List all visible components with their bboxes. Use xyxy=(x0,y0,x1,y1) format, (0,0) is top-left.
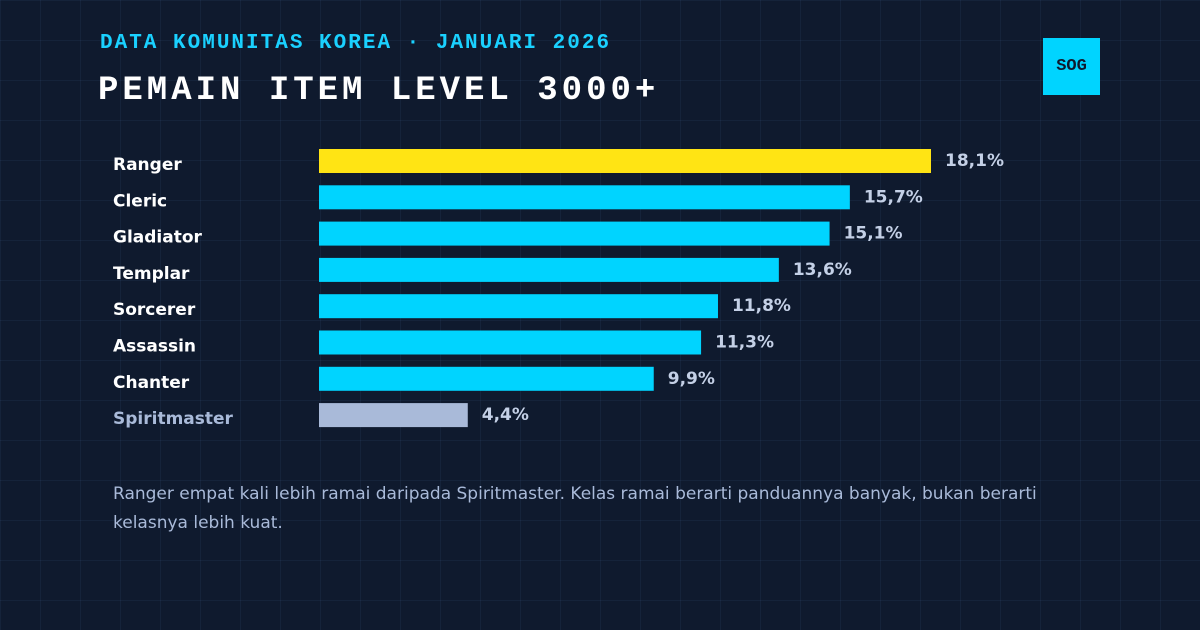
category-label: Assassin xyxy=(113,337,196,357)
value-label: 4,4% xyxy=(482,405,529,425)
subtitle: DATA KOMUNITAS KOREA · JANUARI 2026 xyxy=(100,32,612,55)
category-label: Templar xyxy=(113,264,190,284)
bar xyxy=(319,221,830,246)
category-label: Sorcerer xyxy=(113,300,196,320)
value-label: 11,8% xyxy=(732,296,791,316)
note: Ranger empat kali lebih ramai daripada S… xyxy=(113,484,1037,533)
category-label: Ranger xyxy=(113,155,182,175)
value-label: 18,1% xyxy=(945,151,1004,171)
bar xyxy=(319,294,718,319)
bar xyxy=(319,185,850,210)
badge: SOG xyxy=(1043,38,1100,95)
value-label: 9,9% xyxy=(668,369,715,389)
bar xyxy=(319,330,702,355)
value-label: 11,3% xyxy=(715,333,774,353)
bar xyxy=(319,366,654,391)
category-label: Gladiator xyxy=(113,228,203,248)
value-label: 15,1% xyxy=(844,224,903,244)
category-label: Spiritmaster xyxy=(113,409,234,429)
chart: Ranger 18,1% Cleric 15,7% Gladiator 15,1% Temp… xyxy=(113,149,1004,429)
category-label: Cleric xyxy=(113,191,167,211)
value-label: 13,6% xyxy=(793,260,852,280)
category-label: Chanter xyxy=(113,373,190,393)
chart-title: PEMAIN ITEM LEVEL 3000+ xyxy=(98,72,660,110)
bar xyxy=(319,149,931,173)
value-label: 15,7% xyxy=(864,187,923,207)
bar xyxy=(319,257,779,282)
bar xyxy=(319,403,468,428)
